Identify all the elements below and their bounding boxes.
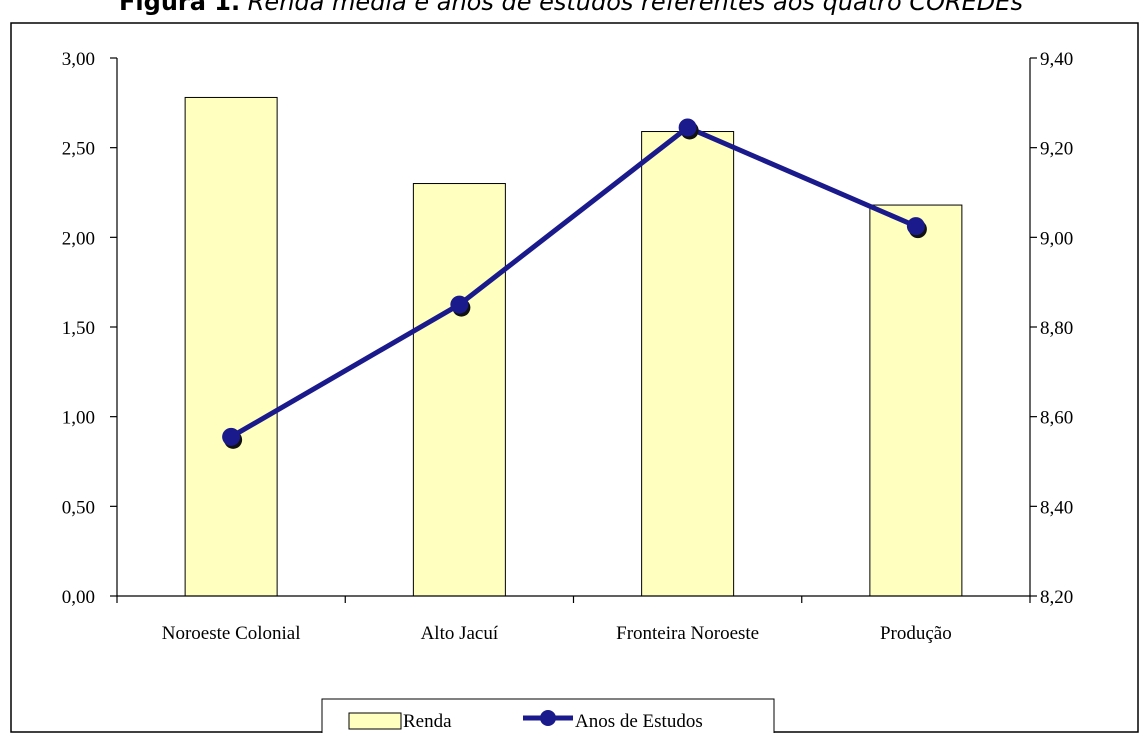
left-tick-label: 0,00 xyxy=(62,587,95,608)
line-anos-de-estudos xyxy=(229,124,917,440)
left-tick-label: 1,50 xyxy=(62,318,95,339)
legend-swatch-renda xyxy=(348,712,402,730)
bar-3 xyxy=(641,131,735,597)
legend: Renda Anos de Estudos xyxy=(321,698,775,733)
x-tick-label: Fronteira Noroeste xyxy=(616,623,759,644)
legend-swatch-marker xyxy=(540,710,556,726)
bar-4 xyxy=(869,204,963,597)
figure-caption-prefix: Figura 1. xyxy=(119,0,241,16)
legend-label-anos: Anos de Estudos xyxy=(575,711,703,732)
x-tick-label: Noroeste Colonial xyxy=(162,623,301,644)
right-tick-label: 9,40 xyxy=(1040,49,1073,70)
axes: 0,00 0,50 1,00 1,50 2,00 2,50 3,00 8,20 8,40 8,60… xyxy=(62,49,1074,644)
bar-2 xyxy=(412,183,506,597)
right-tick-label: 9,00 xyxy=(1040,228,1073,249)
right-tick-label: 9,20 xyxy=(1040,139,1073,160)
left-tick-label: 1,00 xyxy=(62,408,95,429)
left-tick-label: 2,00 xyxy=(62,228,95,249)
x-tick-label: Alto Jacuí xyxy=(421,623,499,644)
marker-4 xyxy=(906,217,925,236)
figure-caption: Figura 1. Renda média e anos de estudos … xyxy=(0,0,1142,22)
marker-2 xyxy=(450,295,469,314)
bar-1 xyxy=(184,96,278,597)
marker-1 xyxy=(222,427,241,446)
right-tick-label: 8,60 xyxy=(1040,408,1073,429)
figure-caption-text: Renda média e anos de estudos referentes… xyxy=(247,0,1023,16)
legend-label-renda: Renda xyxy=(403,711,452,732)
x-tick-label: Produção xyxy=(880,623,952,644)
left-tick-label: 3,00 xyxy=(62,49,95,70)
right-tick-label: 8,20 xyxy=(1040,587,1073,608)
right-tick-label: 8,80 xyxy=(1040,318,1073,339)
right-tick-label: 8,40 xyxy=(1040,497,1073,518)
marker-3 xyxy=(678,118,697,137)
plot-area xyxy=(184,96,963,597)
left-tick-label: 2,50 xyxy=(62,139,95,160)
left-tick-label: 0,50 xyxy=(62,497,95,518)
